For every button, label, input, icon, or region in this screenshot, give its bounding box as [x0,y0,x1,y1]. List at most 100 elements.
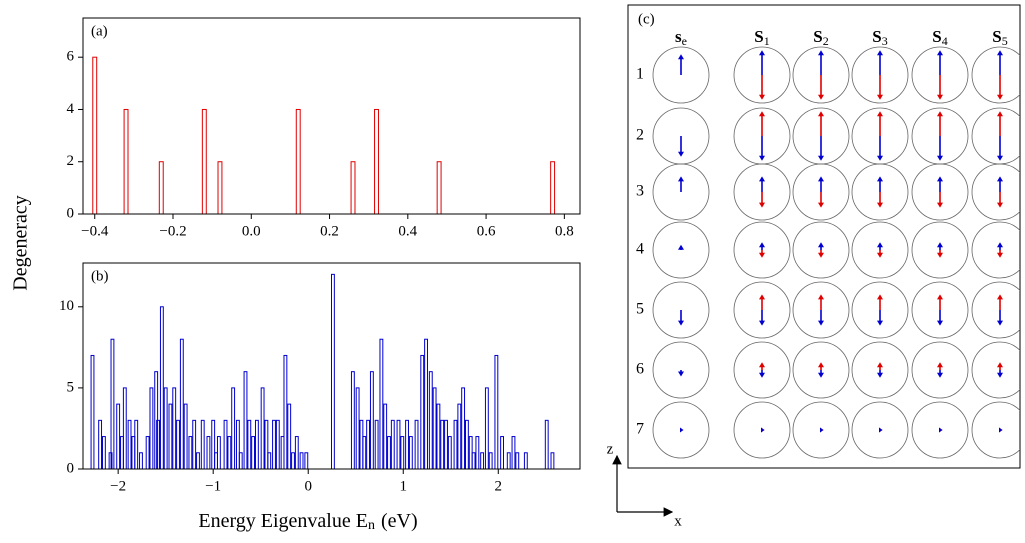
bar [390,419,395,470]
arrow-head [678,371,684,377]
arrow-head [759,50,765,56]
bar [179,338,184,470]
spin-circle [911,46,969,104]
bar [98,419,103,470]
spin-circle [792,341,850,399]
x-tick-label: −0.2 [159,223,186,239]
x-tick-label: 0.6 [477,223,496,239]
arrow-head [818,111,824,117]
arrow-head [877,320,883,326]
bar [172,387,177,470]
spin-circle [911,401,969,459]
bar [414,419,419,470]
column-base: S [992,27,1001,46]
spin-circle [792,281,850,339]
y-tick-label: 0 [67,460,75,476]
bar [506,452,511,470]
arrow-head [818,94,824,100]
spin-arrow [879,427,883,433]
column-header: S3 [872,27,887,48]
bar [355,387,360,470]
arrow-head [759,372,765,378]
arrow-head [678,176,684,182]
bar [201,108,207,215]
bar [523,452,528,470]
spin-circle [733,46,791,104]
spin-circle [911,341,969,399]
bar [110,338,115,470]
bar [145,436,150,470]
bar [400,436,405,470]
bar [428,371,433,470]
bar [408,436,413,470]
spin-circle [733,281,791,339]
bar [227,436,232,470]
spin-circle [733,401,791,459]
column-base: S [813,27,822,46]
bar [231,387,236,470]
bar [134,419,139,470]
bar [453,419,458,470]
x-label-unit: (eV) [381,510,418,532]
bar [387,436,391,470]
arrow-head [997,320,1003,326]
bar [480,452,485,470]
bar [223,419,228,470]
bar [101,436,106,470]
bar [122,387,127,470]
bar [127,419,132,470]
spin-circle [971,281,1020,339]
spin-circle [971,341,1020,399]
column-sub: 2 [823,34,829,48]
bar [515,452,520,470]
arrow-head [759,155,765,161]
diagram-frame [627,4,1021,469]
bar [192,419,197,470]
spin-circle [911,281,969,339]
x-label-sub: n [368,518,375,533]
row-label: 1 [636,66,644,83]
arrow-head [818,362,824,368]
bar [432,387,437,470]
bar [163,387,168,470]
x-tick-label: −2 [110,478,126,494]
bar [461,387,466,470]
column-header: S4 [932,27,947,48]
z-axis-label: z [607,441,614,457]
bar [444,419,448,470]
arrow-head [678,151,684,157]
y-tick-label: 0 [67,205,75,221]
x-tick-label: 0.8 [555,223,574,239]
arrow-head [818,294,824,300]
column-header: S1 [754,27,769,48]
row-label: 6 [636,361,644,378]
column-sub: 4 [942,34,948,48]
spin-circle [652,341,710,399]
bar [331,273,335,470]
y-tick-label: 5 [67,379,75,395]
arrow-head [759,176,765,182]
arrow-head [678,54,684,60]
arrow-head [678,320,684,326]
spin-circle [851,221,909,279]
x-tick-label: 0 [304,478,312,494]
arrow-head [759,111,765,117]
spin-circle [652,221,710,279]
bar [475,436,480,470]
arrow-head [997,294,1003,300]
bar [440,419,445,470]
bar [464,419,469,470]
arrow-head [759,294,765,300]
bar [457,403,462,470]
spin-circle [652,46,710,104]
axes-frame [82,262,581,470]
arrow-head [759,242,765,248]
spin-circle [733,163,791,221]
spin-circle [971,221,1020,279]
arrow-head [877,294,883,300]
bar [436,403,441,470]
bar [369,371,374,470]
x-axis-label-c: x [674,513,682,529]
bar [158,161,164,215]
bar [299,452,304,470]
